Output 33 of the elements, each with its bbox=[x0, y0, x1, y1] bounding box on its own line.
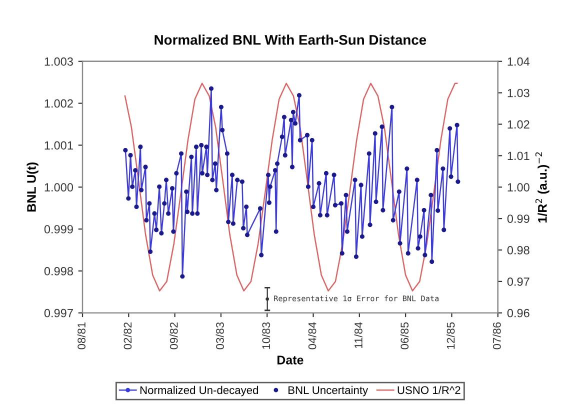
y2-tick-label: 0.97 bbox=[507, 277, 530, 286]
y2-axis-title: 1/R$^{2}$ (a.u.)$^{−2}$ bbox=[535, 152, 550, 222]
x-tick-label: 11/84 bbox=[354, 322, 362, 348]
legend-label: Normalized Un-decayed bbox=[140, 386, 258, 396]
x-tick-label: 03/83 bbox=[216, 322, 224, 350]
x-tick-label: 12/85 bbox=[446, 322, 455, 349]
y-tick-label: 1.000 bbox=[44, 183, 74, 192]
y2-tick-label: 0.98 bbox=[507, 246, 530, 254]
chart-title: Normalized BNL With Earth-Sun Distance bbox=[154, 34, 426, 45]
y2-tick-label: 1.00 bbox=[508, 183, 530, 192]
y2-tick-label: 1.01 bbox=[508, 152, 530, 160]
y2-tick-label: 0.99 bbox=[507, 214, 530, 223]
x-tick-label: 09/82 bbox=[170, 322, 178, 350]
x-tick-label: 08/81 bbox=[77, 322, 86, 350]
legend-label: USNO 1/R^2 bbox=[398, 386, 460, 394]
y2-tick-label: 1.04 bbox=[508, 57, 530, 66]
y-tick-label: 0.999 bbox=[44, 225, 73, 234]
y-tick-label: 1.002 bbox=[44, 99, 73, 108]
y2-tick-label: 1.03 bbox=[508, 88, 530, 98]
y-axis-title: BNL U(t) bbox=[26, 162, 38, 212]
y2-tick-label: 1.02 bbox=[508, 120, 530, 129]
x-tick-label: 04/84 bbox=[308, 322, 316, 350]
y-tick-label: 0.997 bbox=[44, 308, 73, 318]
y-tick-label: 1.001 bbox=[44, 141, 73, 150]
y-tick-label: 0.998 bbox=[44, 266, 73, 276]
x-tick-label: 10/83 bbox=[262, 322, 270, 349]
legend-label: BNL Uncertainty bbox=[288, 386, 368, 396]
x-tick-label: 07/86 bbox=[492, 322, 501, 350]
y-tick-label: 1.003 bbox=[44, 57, 73, 66]
x-tick-label: 02/82 bbox=[123, 322, 132, 350]
x-tick-label: 06/85 bbox=[400, 322, 409, 350]
x-axis-title: Date bbox=[277, 356, 304, 364]
y2-tick-label: 0.96 bbox=[507, 308, 530, 318]
